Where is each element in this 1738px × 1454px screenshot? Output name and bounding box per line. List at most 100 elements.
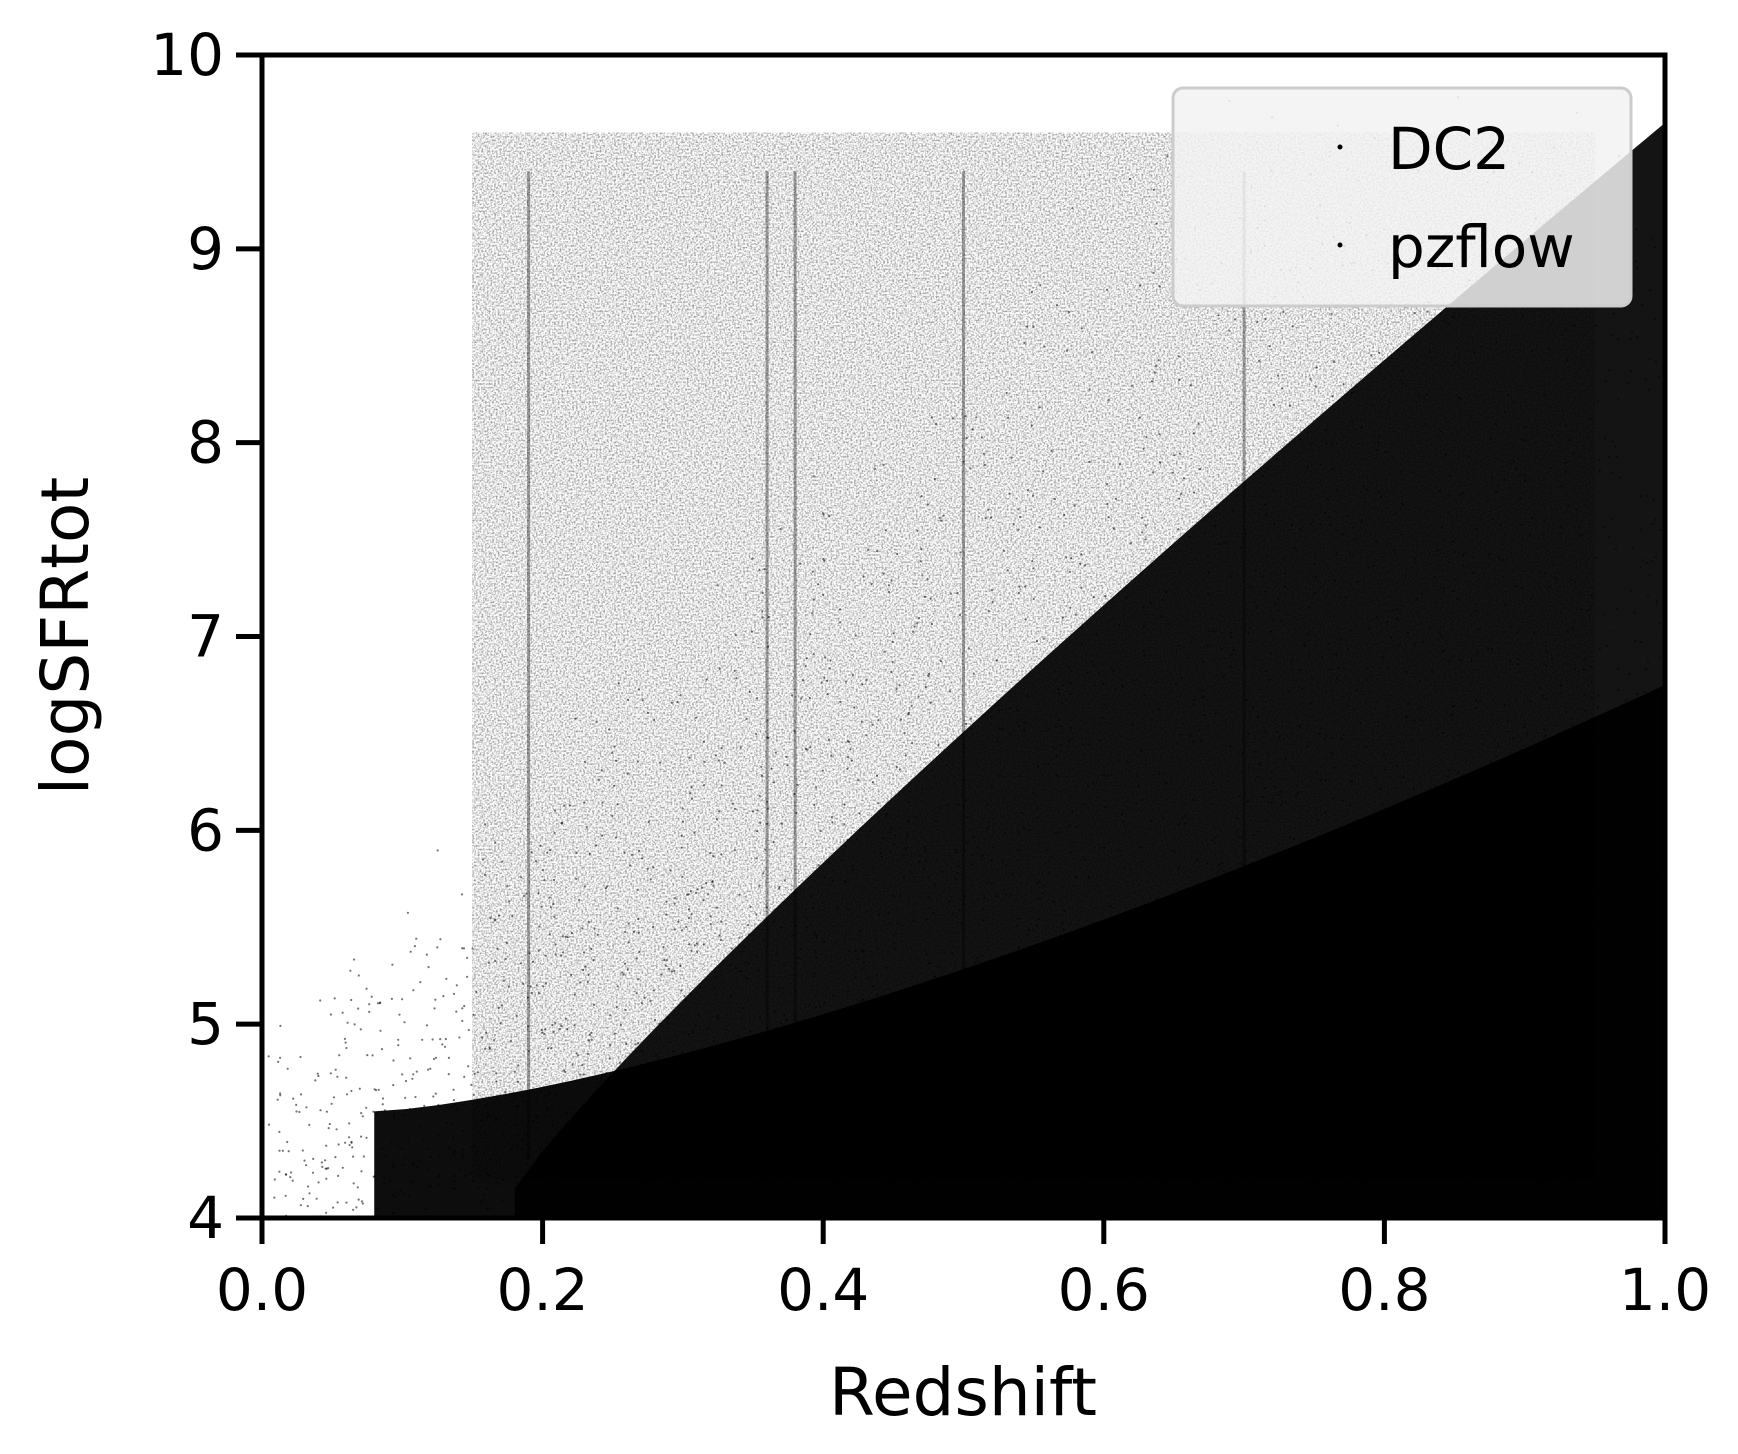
data-point	[1116, 1139, 1119, 1142]
data-point	[1588, 833, 1591, 836]
data-point	[419, 981, 422, 984]
data-point	[1073, 504, 1076, 507]
data-point	[1603, 437, 1606, 440]
data-point	[507, 985, 510, 988]
data-point	[720, 1063, 723, 1066]
data-point	[992, 845, 995, 848]
data-point	[1178, 497, 1181, 500]
data-point	[1258, 359, 1261, 362]
data-point	[1075, 875, 1078, 878]
data-point	[1140, 860, 1143, 863]
data-point	[500, 1004, 503, 1007]
data-point	[1373, 1213, 1376, 1216]
data-point	[1432, 935, 1435, 939]
data-point	[934, 1143, 937, 1146]
data-point	[1552, 1101, 1555, 1104]
data-point	[1589, 418, 1592, 421]
data-point	[502, 1133, 505, 1136]
data-point	[1249, 1173, 1252, 1176]
data-point	[871, 723, 874, 726]
data-point	[912, 630, 915, 633]
data-point	[1042, 637, 1045, 640]
data-point	[279, 1056, 282, 1059]
data-point	[1083, 858, 1086, 861]
data-point	[1315, 771, 1319, 774]
data-point	[1230, 632, 1233, 635]
data-point	[469, 1171, 472, 1175]
data-point	[893, 843, 896, 846]
data-point	[526, 1134, 530, 1137]
data-point	[1411, 1087, 1414, 1091]
data-point	[1354, 764, 1357, 768]
data-point	[1334, 836, 1337, 839]
data-point	[616, 907, 619, 910]
data-point	[571, 1063, 574, 1066]
data-point	[1477, 1057, 1480, 1060]
data-point	[1014, 1082, 1017, 1085]
data-point	[1475, 528, 1478, 531]
data-point	[539, 844, 542, 847]
data-point	[1088, 460, 1091, 463]
data-point	[590, 947, 593, 951]
data-point	[1645, 494, 1648, 497]
data-point	[912, 920, 915, 923]
data-point	[773, 1198, 776, 1201]
data-point	[1135, 1068, 1138, 1072]
data-point	[1038, 526, 1041, 529]
data-point	[1384, 450, 1387, 453]
data-point	[1057, 688, 1060, 691]
data-point	[1448, 323, 1451, 326]
data-point	[1230, 1165, 1233, 1168]
data-point	[1182, 477, 1185, 480]
data-point	[971, 428, 974, 431]
data-point	[1155, 897, 1158, 901]
data-point	[1135, 963, 1138, 966]
data-point	[1406, 1164, 1409, 1167]
data-point	[1152, 1164, 1155, 1168]
data-point	[709, 851, 712, 855]
data-point	[1297, 791, 1300, 794]
data-point	[1565, 461, 1568, 464]
data-point	[1431, 1082, 1434, 1085]
data-point	[1311, 1181, 1314, 1185]
data-point	[1218, 512, 1221, 516]
data-point	[501, 1199, 504, 1203]
data-point	[1222, 1166, 1225, 1169]
data-point	[1451, 1153, 1454, 1157]
data-point	[1290, 660, 1293, 663]
data-point	[884, 815, 888, 818]
data-point	[401, 998, 404, 1001]
data-point	[625, 1042, 628, 1045]
data-point	[828, 667, 831, 670]
data-point	[1431, 846, 1434, 849]
data-point	[898, 1093, 901, 1097]
data-point	[1278, 735, 1281, 738]
data-point	[302, 1197, 305, 1200]
data-point	[1332, 360, 1335, 364]
data-point	[554, 809, 557, 812]
data-point	[1032, 792, 1035, 795]
data-point	[1423, 423, 1426, 426]
data-point	[360, 1170, 363, 1173]
data-point	[581, 927, 584, 930]
data-point	[989, 516, 993, 519]
data-point	[1110, 667, 1113, 670]
data-point	[1312, 1103, 1315, 1106]
data-point	[1418, 974, 1421, 978]
data-point	[564, 935, 567, 938]
data-point	[1252, 472, 1255, 475]
data-point	[1309, 443, 1312, 446]
data-point	[808, 697, 812, 700]
data-point	[359, 1028, 362, 1031]
data-point	[267, 1055, 270, 1058]
data-point	[516, 1105, 519, 1108]
data-point	[1126, 1034, 1130, 1037]
data-point	[1307, 653, 1310, 656]
data-point	[1158, 461, 1162, 464]
data-point	[1625, 829, 1628, 832]
data-point	[1615, 1104, 1618, 1107]
data-point	[1650, 1150, 1654, 1153]
data-point	[963, 1153, 966, 1156]
data-point	[1142, 605, 1145, 609]
data-point	[958, 1144, 961, 1147]
